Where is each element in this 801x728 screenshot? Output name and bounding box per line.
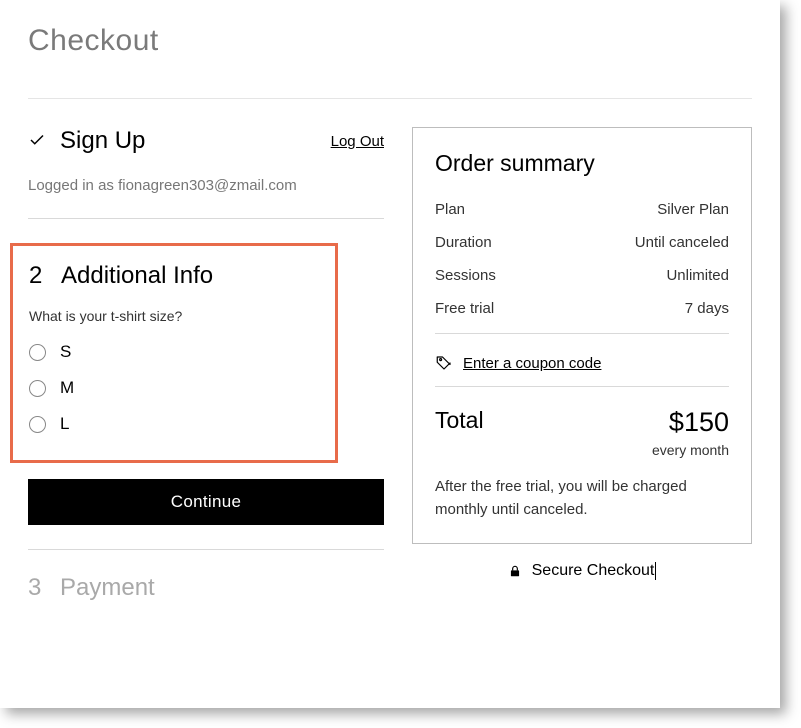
divider	[28, 218, 384, 219]
radio-option-l[interactable]: L	[29, 414, 319, 434]
summary-value: Unlimited	[666, 267, 729, 284]
logged-in-text: Logged in as fionagreen303@zmail.com	[28, 177, 384, 194]
step-signup-left: Sign Up	[28, 127, 145, 155]
total-row: Total $150 every month	[435, 407, 729, 458]
radio-label: S	[60, 342, 71, 362]
total-right: $150 every month	[652, 407, 729, 458]
step-number: 2	[29, 262, 47, 290]
checkout-page: Checkout Sign Up Log Out Logged in as fi…	[0, 0, 780, 708]
step-additional-title: Additional Info	[61, 262, 213, 290]
left-column: Sign Up Log Out Logged in as fionagreen3…	[28, 127, 384, 602]
tshirt-question: What is your t-shirt size?	[29, 308, 319, 324]
divider	[435, 333, 729, 334]
divider	[435, 386, 729, 387]
summary-row-sessions: Sessions Unlimited	[435, 267, 729, 284]
summary-row-duration: Duration Until canceled	[435, 234, 729, 251]
summary-label: Plan	[435, 201, 465, 218]
coupon-row[interactable]: Enter a coupon code	[435, 354, 729, 372]
step-additional-header: 2 Additional Info	[29, 262, 319, 290]
summary-value: Silver Plan	[657, 201, 729, 218]
radio-label: M	[60, 378, 74, 398]
step-payment-header: 3 Payment	[28, 574, 384, 602]
radio-icon	[29, 344, 46, 361]
step-additional-highlight: 2 Additional Info What is your t-shirt s…	[10, 243, 338, 463]
radio-label: L	[60, 414, 69, 434]
radio-option-m[interactable]: M	[29, 378, 319, 398]
radio-icon	[29, 416, 46, 433]
step-number: 3	[28, 574, 46, 602]
divider	[28, 549, 384, 550]
order-summary: Order summary Plan Silver Plan Duration …	[412, 127, 752, 544]
summary-value: 7 days	[685, 300, 729, 317]
lock-icon	[508, 563, 522, 579]
step-payment-title: Payment	[60, 574, 155, 602]
page-title: Checkout	[28, 24, 752, 58]
check-icon	[28, 131, 46, 152]
radio-icon	[29, 380, 46, 397]
tag-icon	[435, 354, 453, 372]
total-amount: $150	[652, 407, 729, 438]
summary-row-plan: Plan Silver Plan	[435, 201, 729, 218]
summary-label: Free trial	[435, 300, 494, 317]
step-signup-title: Sign Up	[60, 127, 145, 155]
summary-value: Until canceled	[635, 234, 729, 251]
total-label: Total	[435, 407, 484, 434]
summary-row-freetrial: Free trial 7 days	[435, 300, 729, 317]
content-columns: Sign Up Log Out Logged in as fionagreen3…	[28, 127, 752, 602]
summary-title: Order summary	[435, 150, 729, 177]
coupon-link: Enter a coupon code	[463, 355, 601, 372]
right-column: Order summary Plan Silver Plan Duration …	[412, 127, 752, 580]
logout-link[interactable]: Log Out	[331, 133, 384, 150]
step-signup-header: Sign Up Log Out	[28, 127, 384, 155]
disclaimer-text: After the free trial, you will be charge…	[435, 476, 729, 521]
total-sub: every month	[652, 442, 729, 458]
divider	[28, 98, 752, 99]
summary-label: Duration	[435, 234, 492, 251]
continue-button[interactable]: Continue	[28, 479, 384, 525]
summary-label: Sessions	[435, 267, 496, 284]
radio-option-s[interactable]: S	[29, 342, 319, 362]
secure-checkout: Secure Checkout	[412, 562, 752, 580]
secure-text: Secure Checkout	[532, 562, 657, 580]
